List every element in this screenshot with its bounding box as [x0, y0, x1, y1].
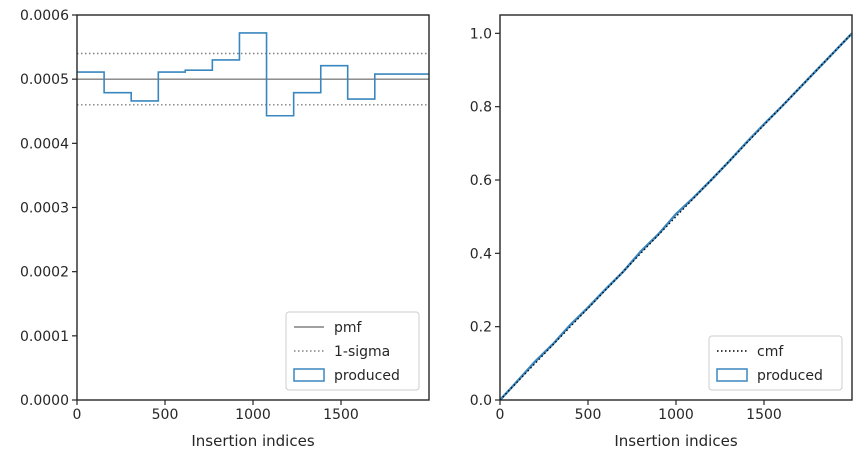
left-legend-label-1-sigma: 1-sigma — [334, 344, 390, 360]
right-ytick-label: 0.2 — [470, 320, 492, 336]
left-legend: pmf 1-sigma produced — [286, 312, 419, 390]
right-ytick-label: 0.6 — [470, 173, 492, 189]
right-xtick-label: 0 — [496, 407, 505, 423]
right-legend-label-produced: produced — [757, 368, 823, 384]
left-legend-label-produced: produced — [334, 368, 400, 384]
pmf-histogram-panel: 0 500 1000 1500 0.0000 0.0001 0.0002 0.0003 0.00… — [20, 8, 429, 450]
right-xtick-label: 1500 — [746, 407, 782, 423]
left-xtick-label: 1000 — [235, 407, 271, 423]
left-legend-label-pmf: pmf — [334, 320, 363, 336]
cmf-panel: 0 500 1000 1500 0.0 0.2 0.4 0.6 0.8 1.0 Insertion … — [470, 15, 852, 450]
figure: 0 500 1000 15000.00000.00010.00020.00030.00… — [0, 0, 861, 459]
left-ytick-label: 0.0003 — [20, 201, 69, 217]
right-legend: cmf produced — [709, 336, 842, 390]
left-ytick-label: 0.0005 — [20, 72, 69, 88]
right-xtick-label: 500 — [575, 407, 602, 423]
right-ytick-label: 0.0 — [470, 393, 492, 409]
left-ytick-label: 0.0004 — [20, 136, 69, 152]
right-ytick-label: 1.0 — [470, 26, 492, 42]
left-ytick-label: 0.0006 — [20, 8, 69, 24]
right-xlabel: Insertion indices — [614, 432, 737, 450]
left-xtick-label: 1500 — [323, 407, 359, 423]
right-ytick-label: 0.8 — [470, 100, 492, 116]
left-ytick-label: 0.0001 — [20, 329, 69, 345]
left-xlabel: Insertion indices — [191, 432, 314, 450]
pmf-plot-area — [77, 33, 429, 116]
right-xtick-label: 1000 — [658, 407, 694, 423]
left-xtick-label: 500 — [152, 407, 179, 423]
left-ytick-label: 0.0000 — [20, 393, 69, 409]
right-legend-label-cmf: cmf — [757, 344, 784, 360]
left-ytick-label: 0.0002 — [20, 265, 69, 281]
left-xtick-label: 0 — [73, 407, 82, 423]
right-ytick-label: 0.4 — [470, 246, 492, 262]
